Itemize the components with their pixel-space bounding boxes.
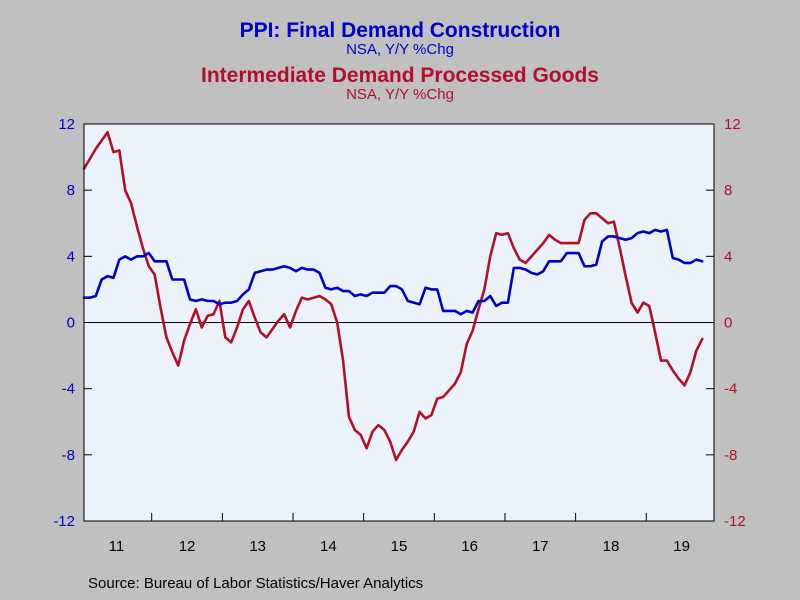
- y-tick-label-right: 0: [724, 315, 732, 332]
- y-tick-label-left: -12: [53, 513, 75, 530]
- x-tick-label: 14: [320, 538, 337, 555]
- y-tick-label-right: -4: [724, 381, 737, 398]
- y-tick-label-left: -4: [62, 381, 75, 398]
- x-tick-label: 15: [391, 538, 408, 555]
- y-tick-label-left: 4: [67, 248, 75, 265]
- y-tick-label-left: 0: [67, 315, 75, 332]
- series-line-processed-goods: [82, 130, 704, 462]
- chart-title-series2: Intermediate Demand Processed Goods: [201, 64, 599, 87]
- y-tick-label-left: -8: [62, 447, 75, 464]
- y-tick-label-right: -8: [724, 447, 737, 464]
- chart-subtitle-series2: NSA, Y/Y %Chg: [346, 86, 454, 103]
- x-tick-label: 11: [109, 538, 125, 555]
- y-tick-label-right: 8: [724, 182, 732, 199]
- tick-labels: 11 12 13 14 15 16 17 18 19 12 12 8 8 4 4 0 0 -4 -4 -8 -8 -12 -…: [53, 116, 745, 555]
- chart-title-series1: PPI: Final Demand Construction: [239, 19, 561, 42]
- y-tick-label-right: 12: [724, 116, 741, 133]
- x-tick-label: 12: [179, 538, 196, 555]
- y-tick-label-right: 4: [724, 248, 732, 265]
- source-note: Source: Bureau of Labor Statistics/Haver…: [88, 575, 424, 592]
- y-tick-label-left: 8: [67, 182, 75, 199]
- plot-frame: [83, 123, 715, 522]
- x-tick-label: 17: [532, 538, 549, 555]
- x-tick-label: 16: [461, 538, 478, 555]
- x-tick-label: 19: [673, 538, 690, 555]
- chart-subtitle-series1: NSA, Y/Y %Chg: [346, 41, 454, 58]
- series-line-construction: [82, 228, 704, 316]
- x-tick-label: 18: [603, 538, 620, 555]
- series-layer: [82, 130, 704, 462]
- x-tick-label: 13: [249, 538, 266, 555]
- y-tick-label-right: -12: [724, 513, 746, 530]
- y-tick-label-left: 12: [58, 116, 75, 133]
